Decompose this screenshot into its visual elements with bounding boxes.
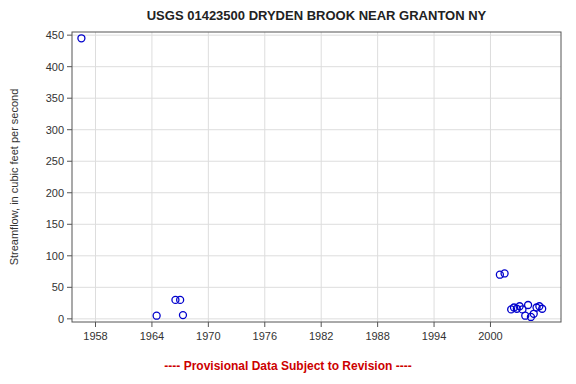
point: [179, 312, 186, 319]
tick-label: 200: [46, 187, 64, 199]
grid-line: [377, 32, 378, 322]
tick-label: 300: [46, 124, 64, 136]
plot-area: [72, 32, 561, 322]
grid-line: [72, 224, 561, 225]
grid-line: [72, 192, 561, 193]
tick-mark: [208, 322, 209, 327]
tick-label: 1988: [365, 330, 389, 342]
grid-line: [72, 255, 561, 256]
tick-mark: [67, 66, 72, 67]
grid-line: [264, 32, 265, 322]
grid-line: [434, 32, 435, 322]
annotation: ---- Provisional Data Subject to Revisio…: [164, 359, 411, 373]
chart: 0 50 100 150 200 250 300 350 400 450 1958 1964 1970 1…: [0, 0, 576, 384]
grid-line: [72, 129, 561, 130]
grid-line: [72, 287, 561, 288]
tick-label: 1976: [253, 330, 277, 342]
plot-frame: [72, 32, 561, 322]
point: [177, 296, 184, 303]
tick-label: 450: [46, 29, 64, 41]
tick-mark: [67, 318, 72, 319]
tick-label: 100: [46, 250, 64, 262]
point: [501, 270, 508, 277]
tick-mark: [67, 161, 72, 162]
grid-line: [95, 32, 96, 322]
tick-label: 400: [46, 61, 64, 73]
tick-mark: [67, 224, 72, 225]
tick-mark: [67, 255, 72, 256]
tick-mark: [490, 322, 491, 327]
tick-mark: [67, 98, 72, 99]
grid-line: [151, 32, 152, 322]
grid-line: [72, 66, 561, 67]
point: [496, 271, 503, 278]
tick-mark: [67, 35, 72, 36]
tick-label: 0: [58, 313, 64, 325]
point: [525, 301, 532, 308]
grid-line: [208, 32, 209, 322]
grid-line: [72, 161, 561, 162]
tick-label: 1958: [83, 330, 107, 342]
grid-line: [321, 32, 322, 322]
point: [78, 35, 85, 42]
tick-mark: [95, 322, 96, 327]
grid: [72, 32, 561, 322]
tick-label: 1994: [422, 330, 446, 342]
tick-mark: [434, 322, 435, 327]
grid-line: [72, 35, 561, 36]
tick-label: 1982: [309, 330, 333, 342]
tick-label: 50: [52, 281, 64, 293]
grid-line: [72, 98, 561, 99]
tick-label: 250: [46, 155, 64, 167]
tick-mark: [377, 322, 378, 327]
tick-label: 350: [46, 92, 64, 104]
point: [153, 312, 160, 319]
tick-mark: [264, 322, 265, 327]
tick-mark: [151, 322, 152, 327]
grid-line: [72, 318, 561, 319]
tick-mark: [67, 129, 72, 130]
title: USGS 01423500 DRYDEN BROOK NEAR GRANTON …: [147, 8, 487, 23]
points: [78, 35, 546, 321]
tick-mark: [321, 322, 322, 327]
point: [539, 305, 546, 312]
grid-line: [490, 32, 491, 322]
tick-label: 2000: [478, 330, 502, 342]
tick-label: 1970: [196, 330, 220, 342]
tick-label: 1964: [140, 330, 164, 342]
tick-mark: [67, 287, 72, 288]
axis-label: Streamflow, in cubic feet per second: [8, 89, 20, 266]
tick-mark: [67, 192, 72, 193]
tick-label: 150: [46, 218, 64, 230]
